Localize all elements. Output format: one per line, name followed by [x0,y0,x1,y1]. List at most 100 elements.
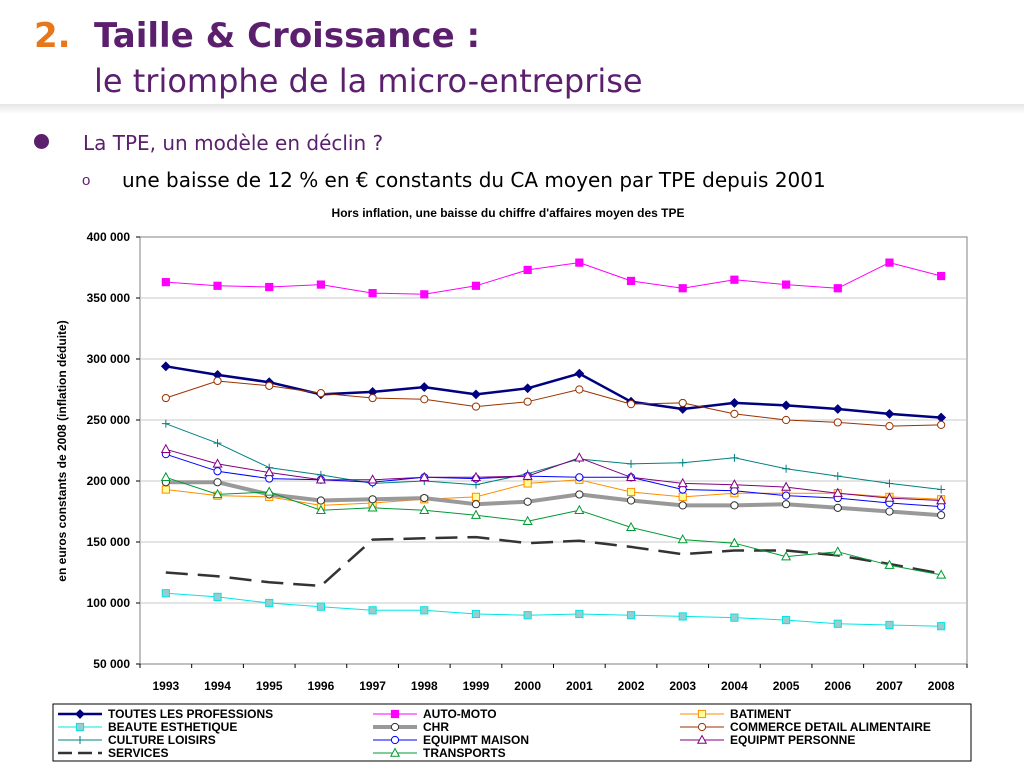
series-line [165,380,942,427]
data-point [730,501,739,510]
slide-subtitle: le triomphe de la micro-entreprise [94,62,643,100]
data-point [626,400,636,409]
x-tick-label: 1998 [411,679,438,693]
series-line [165,453,942,508]
y-axis-label: en euros constants de 2008 (inflation dé… [55,320,69,581]
data-point [161,278,170,287]
data-point [884,492,895,502]
legend-label: AUTO-MOTO [423,707,497,721]
y-tick-label: 300 000 [87,352,131,366]
x-tick-label: 1994 [204,679,231,693]
x-tick-label: 2002 [618,679,645,693]
series-line [165,423,942,490]
data-point [160,443,171,453]
series-commerce-detail-alimentaire [161,376,946,431]
data-point [471,281,481,290]
data-point [213,439,222,448]
data-point [161,419,170,428]
data-point [471,500,481,509]
data-point [833,284,842,293]
legend-label: BEAUTE ESTHETIQUE [108,720,237,734]
x-tick-label: 2003 [669,679,696,693]
data-point [833,418,842,427]
x-axis-ticks: 1993 1994 1995 1996 1997 1998 1999 2000 2001 2002… [139,664,968,693]
y-tick-label: 200 000 [87,474,131,488]
data-point [575,609,584,619]
data-point [574,452,585,462]
legend-label: TOUTES LES PROFESSIONS [108,707,273,721]
data-point [833,503,842,512]
data-point [315,504,326,514]
x-tick-label: 1997 [359,679,386,693]
data-point [316,602,326,611]
data-point [161,485,170,494]
series-beaute-esthetique [161,589,946,631]
data-point [678,501,687,510]
data-point [523,265,532,275]
data-point [316,280,326,289]
data-point [626,276,636,286]
legend-item: SERVICES [58,746,168,760]
data-point [265,381,274,390]
series-layer [160,258,947,631]
data-point [625,471,637,482]
series-line [165,448,942,501]
data-point [626,496,636,505]
chart-title: Hors inflation, une baisse du chiffre d'… [332,206,685,220]
data-point [161,589,170,598]
series-auto-moto [161,258,946,299]
data-point [213,376,222,386]
data-point [471,492,481,501]
data-point [368,495,377,504]
legend-item: CULTURE LOISIRS [58,733,216,747]
data-point [677,477,688,488]
y-tick-label: 400 000 [87,230,131,244]
data-point [390,735,400,745]
data-point [832,487,843,497]
series-line [165,262,942,295]
data-point [575,385,584,394]
data-point [937,485,946,494]
data-point [368,606,377,615]
data-point [884,408,895,419]
x-tick-label: 2001 [566,679,593,693]
data-point [781,615,791,625]
data-point [782,464,791,473]
data-point [626,487,636,497]
legend-label: BATIMENT [730,707,792,721]
data-point [419,504,430,514]
data-point [677,534,688,544]
data-point [627,459,636,468]
legend-item: AUTO-MOTO [373,707,497,721]
data-point [265,598,274,608]
x-tick-label: 1999 [463,679,490,693]
legend-item: EQUIPMT MAISON [373,733,529,747]
x-tick-label: 2004 [721,679,748,693]
data-point [781,400,792,411]
series-toutes-les-professions [160,361,947,423]
data-point [575,258,584,267]
series-line [165,535,942,588]
y-axis-ticks: 50 000 100 000 150 000 200 000 250 000 300 00… [87,230,140,671]
data-point [677,404,688,414]
legend-item: TRANSPORTS [373,746,506,760]
data-point [213,478,222,487]
data-point [729,479,740,489]
data-point [471,609,481,619]
data-point [678,458,687,467]
legend-box [52,703,972,762]
data-point [160,361,171,372]
data-point [885,507,894,516]
data-point [264,486,275,496]
data-point [213,281,222,290]
legend-item: EQUIPMT PERSONNE [680,733,855,747]
data-point [368,393,377,403]
y-tick-label: 350 000 [87,291,131,305]
data-point [523,479,532,488]
data-point [678,612,687,621]
slide-section-number: 2. [34,16,71,56]
x-tick-label: 2008 [928,679,955,693]
data-point [937,420,946,429]
data-point [832,546,843,556]
data-point [678,492,687,501]
